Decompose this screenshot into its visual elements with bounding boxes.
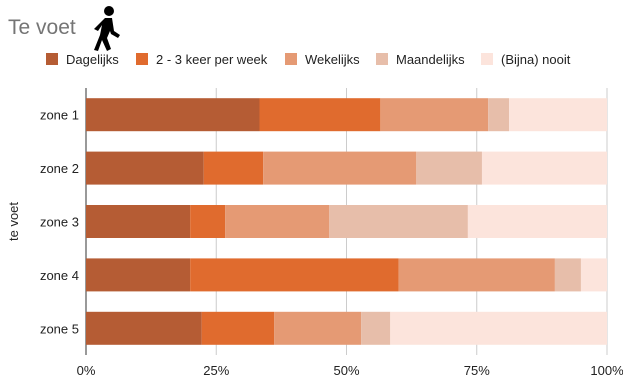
legend-swatch [285, 53, 297, 65]
x-tick-label: 75% [464, 363, 490, 378]
legend-item: (Bijna) nooit [481, 49, 570, 69]
legend-swatch [481, 53, 493, 65]
bar-segment [259, 98, 381, 132]
category-label: zone 2 [40, 161, 79, 176]
legend-item: Dagelijks [46, 49, 119, 69]
walking-person-icon [94, 6, 120, 51]
bar-segment [467, 205, 607, 238]
bar-segment [225, 205, 330, 238]
bar-segment [554, 258, 581, 292]
x-tick-label: 25% [203, 363, 229, 378]
x-tick-label: 50% [333, 363, 359, 378]
bar-segment [190, 258, 399, 292]
legend-label: Dagelijks [66, 51, 119, 67]
bar-segment [263, 151, 417, 185]
bar-segment [86, 151, 204, 185]
bar-segment [416, 151, 482, 185]
legend-label: Maandelijks [396, 51, 465, 67]
category-label: zone 5 [40, 321, 79, 336]
bar-segment [380, 98, 489, 132]
category-label: zone 1 [40, 108, 79, 123]
legend-item: 2 - 3 keer per week [136, 49, 267, 69]
legend-label: 2 - 3 keer per week [156, 51, 268, 67]
bar-segment [274, 311, 362, 345]
legend-item: Wekelijks [285, 49, 360, 69]
category-label: zone 4 [40, 268, 79, 283]
chart-title: Te voet [8, 16, 76, 39]
legend-swatch [376, 53, 388, 65]
bar-segment [190, 205, 226, 238]
bar-segment [86, 98, 260, 132]
legend-label: (Bijna) nooit [501, 51, 571, 67]
bar-segment [203, 151, 264, 185]
bar-segment [509, 98, 607, 132]
bar-segment [488, 98, 510, 132]
bar-segment [390, 311, 607, 345]
y-axis-title: te voet [6, 202, 21, 241]
bar-segment [361, 311, 391, 345]
legend-swatch [46, 53, 58, 65]
bar-segment [580, 258, 607, 292]
bar-segment [86, 205, 191, 238]
legend-swatch [136, 53, 148, 65]
legend-item: Maandelijks [376, 49, 465, 69]
chart-legend: Dagelijks 2 - 3 keer per week Wekelijks Maa… [0, 49, 623, 69]
bar-segment [329, 205, 468, 238]
bar-segment [86, 258, 191, 292]
category-label: zone 3 [40, 215, 79, 230]
bar-segment [398, 258, 555, 292]
bar-segment [481, 151, 607, 185]
bar-segment [86, 311, 202, 345]
bar-segment [201, 311, 275, 345]
legend-label: Wekelijks [305, 51, 360, 67]
x-tick-label: 100% [590, 363, 623, 378]
x-tick-label: 0% [77, 363, 96, 378]
